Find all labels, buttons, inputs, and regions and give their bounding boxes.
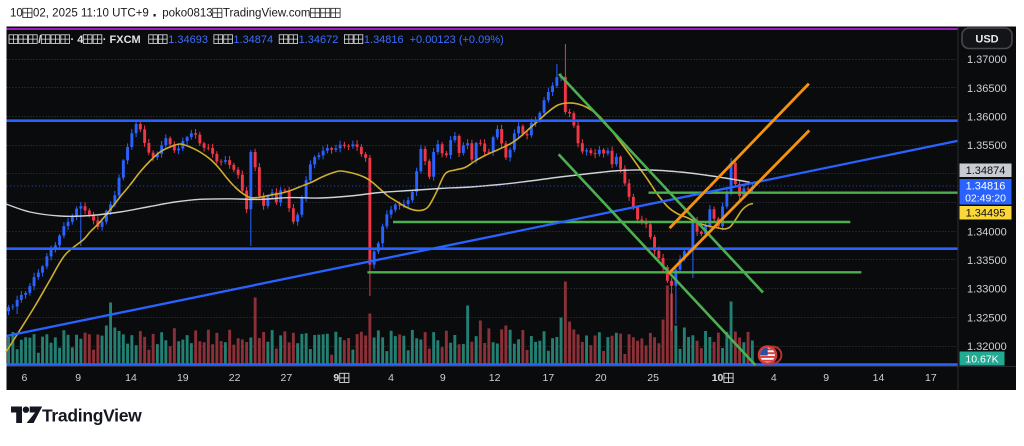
svg-text:25: 25 (647, 372, 659, 384)
svg-text:19: 19 (177, 372, 189, 384)
svg-text:+0.00123 (+0.09%): +0.00123 (+0.09%) (410, 34, 504, 46)
svg-text:1.36500: 1.36500 (967, 83, 1007, 95)
svg-text:· 4: · 4 (71, 34, 85, 46)
svg-text:9: 9 (333, 372, 339, 384)
svg-text:1.34874: 1.34874 (233, 34, 273, 46)
svg-text:12: 12 (489, 372, 501, 384)
svg-text:1.32500: 1.32500 (967, 312, 1007, 324)
svg-text:10.67K: 10.67K (965, 353, 998, 365)
svg-text:USD: USD (975, 33, 998, 45)
svg-text:1.34000: 1.34000 (967, 226, 1007, 238)
svg-text:1.33500: 1.33500 (967, 255, 1007, 267)
svg-text:14: 14 (873, 372, 885, 384)
svg-text:TradingView.com: TradingView.com (223, 8, 311, 20)
svg-text:· FXCM: · FXCM (103, 34, 141, 46)
svg-text:9: 9 (440, 372, 446, 384)
svg-text:20: 20 (595, 372, 607, 384)
svg-text:10: 10 (10, 8, 23, 20)
svg-text:1.34693: 1.34693 (168, 34, 208, 46)
svg-text:10: 10 (712, 372, 724, 384)
svg-text:14: 14 (125, 372, 137, 384)
svg-text:1.37000: 1.37000 (967, 54, 1007, 66)
svg-text:9: 9 (75, 372, 81, 384)
svg-text:02:49:20: 02:49:20 (965, 193, 1006, 205)
svg-text:1.36000: 1.36000 (967, 112, 1007, 124)
svg-text:27: 27 (281, 372, 293, 384)
svg-text:1.34816: 1.34816 (966, 181, 1006, 193)
svg-text:9: 9 (823, 372, 829, 384)
svg-text:22: 22 (229, 372, 241, 384)
svg-text:1.32000: 1.32000 (967, 341, 1007, 353)
svg-text:4: 4 (771, 372, 777, 384)
svg-text:6: 6 (21, 372, 27, 384)
svg-text:1.35500: 1.35500 (967, 140, 1007, 152)
svg-text:17: 17 (543, 372, 555, 384)
svg-text:1.34672: 1.34672 (299, 34, 339, 46)
svg-text:4: 4 (388, 372, 394, 384)
svg-text:1.34874: 1.34874 (966, 165, 1006, 177)
svg-text:02, 2025 11:10 UTC+9: 02, 2025 11:10 UTC+9 (33, 8, 149, 20)
svg-text:17: 17 (925, 372, 937, 384)
svg-text:1.34495: 1.34495 (966, 208, 1006, 220)
svg-text:poko0813: poko0813 (162, 8, 213, 20)
svg-text:TradingView: TradingView (42, 406, 142, 426)
svg-text:1.33000: 1.33000 (967, 284, 1007, 296)
svg-text:1.34816: 1.34816 (364, 34, 404, 46)
svg-text:/: / (38, 34, 41, 46)
